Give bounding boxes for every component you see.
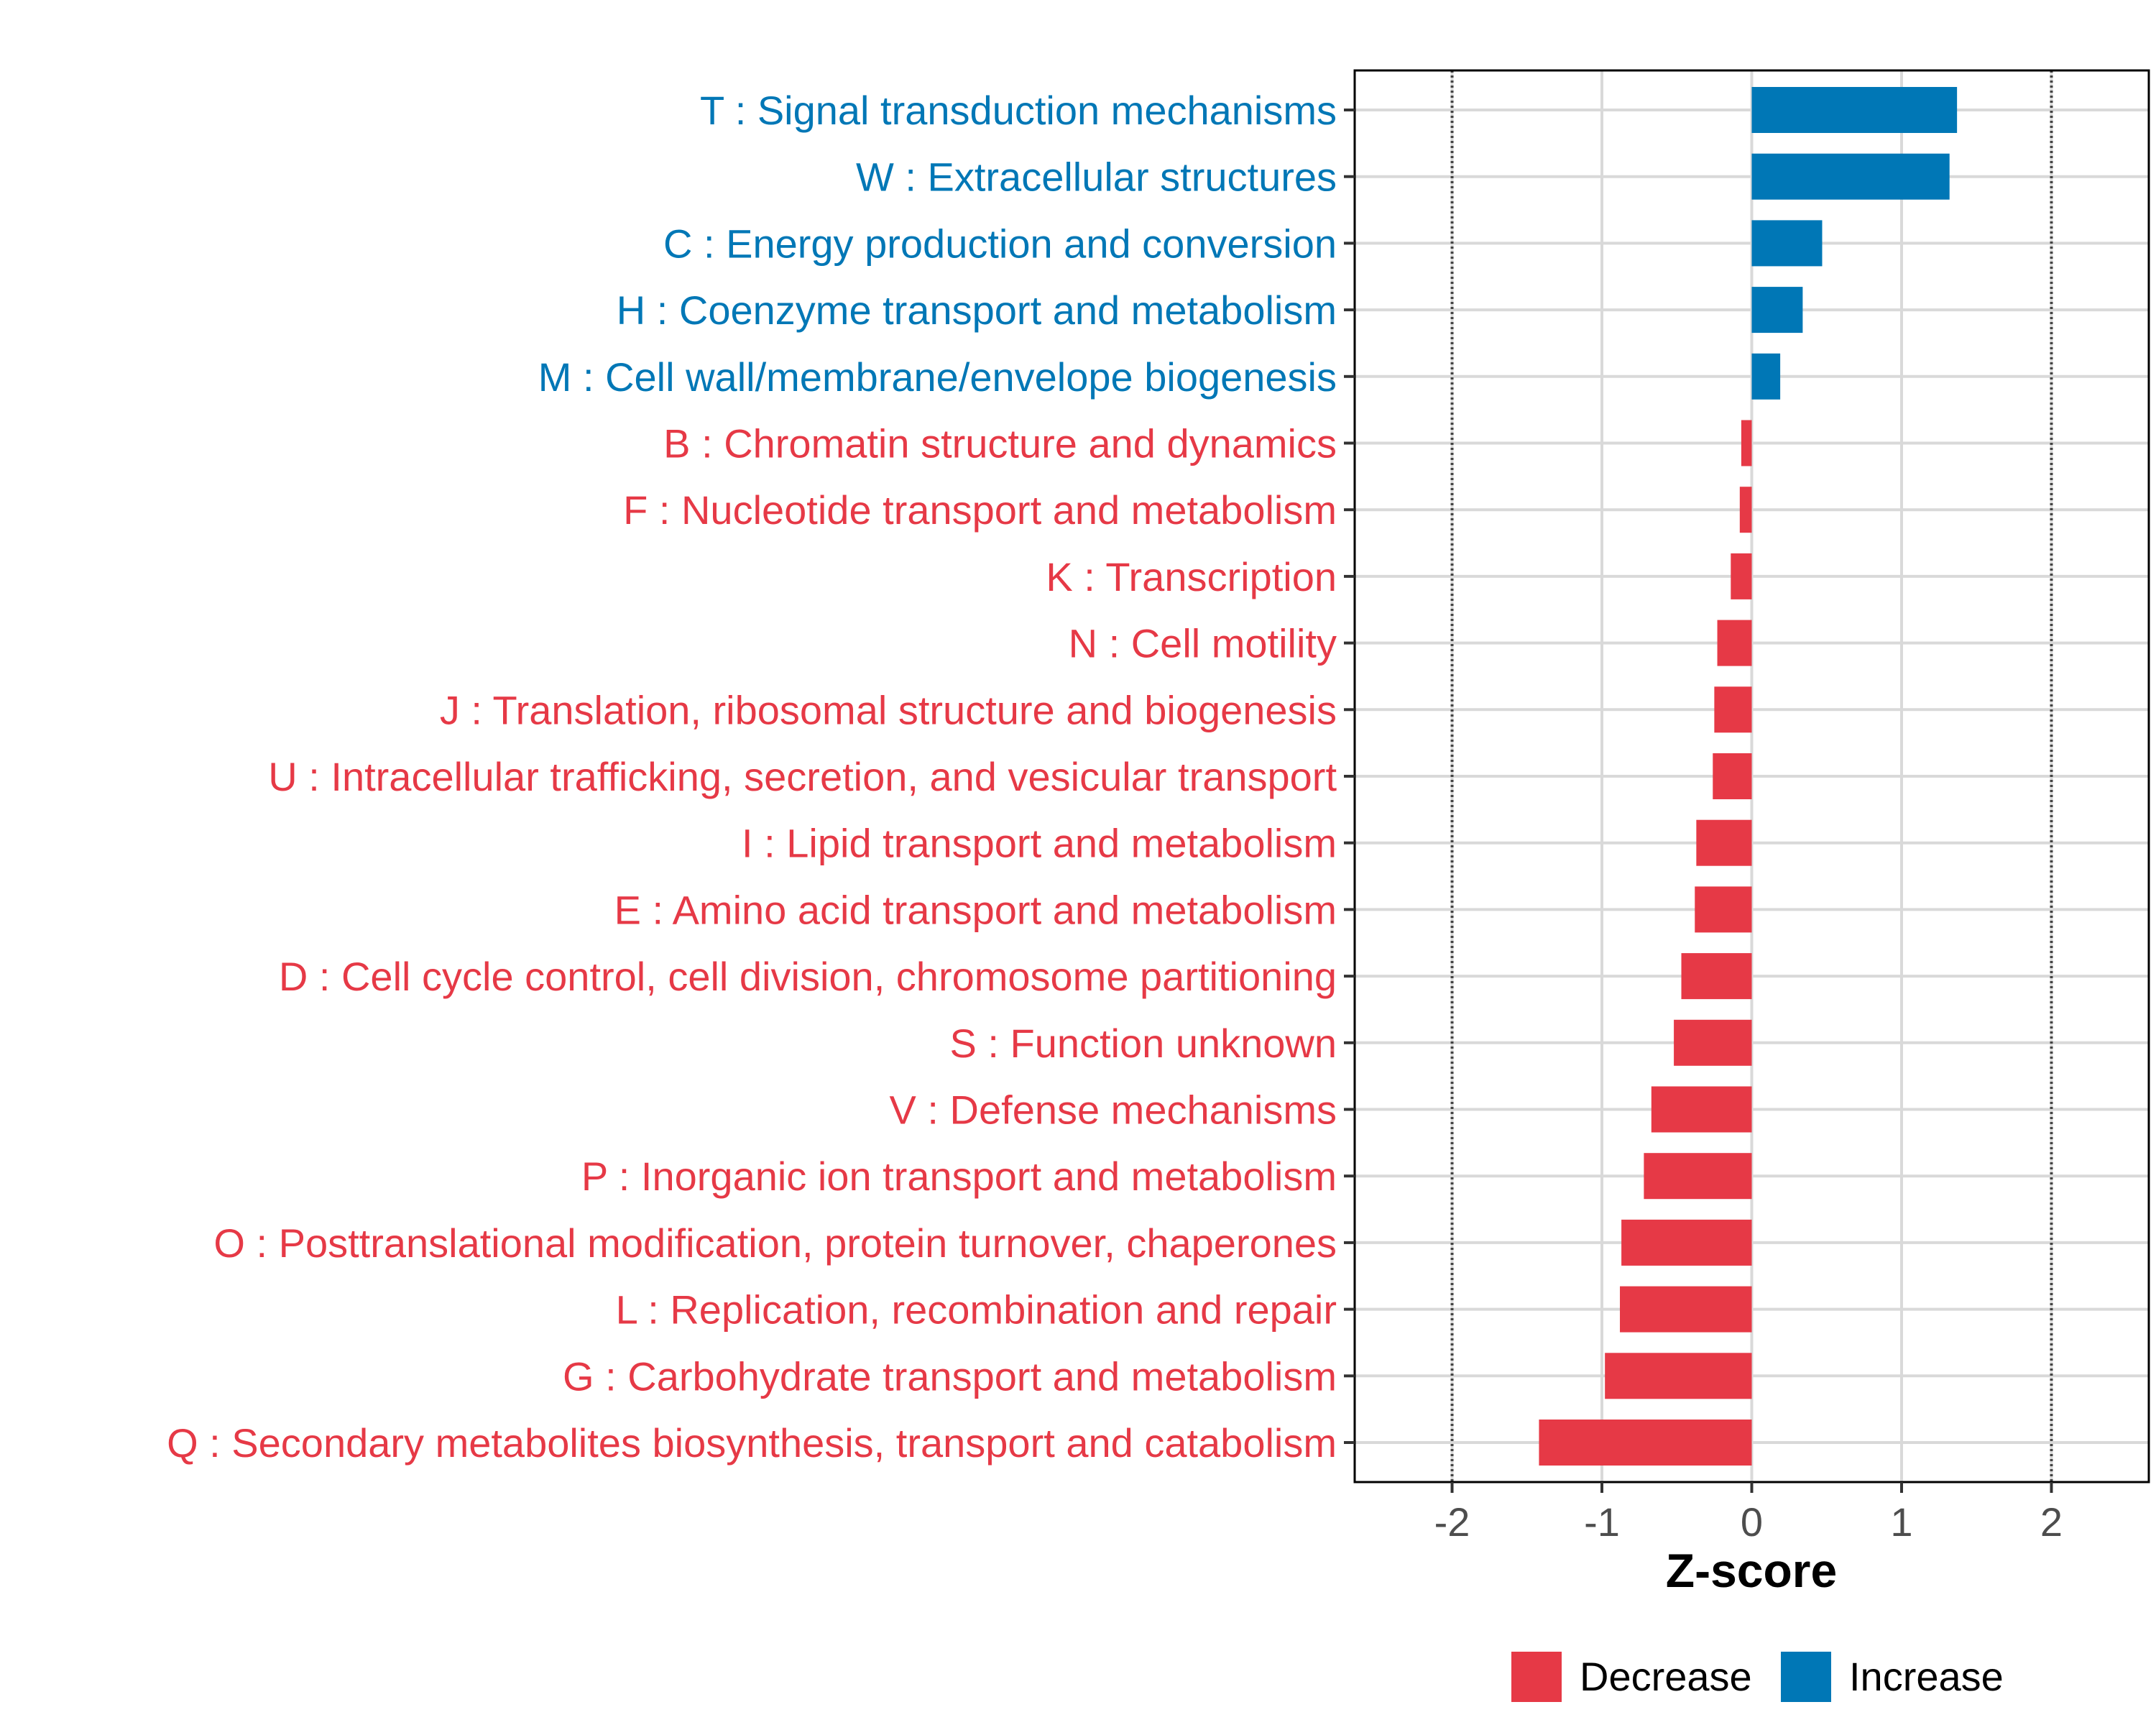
category-label: D : Cell cycle control, cell division, c… [279,954,1337,999]
bar-n [1717,620,1752,666]
bar-f [1739,487,1752,533]
legend: Decrease Increase [1511,1652,2004,1702]
category-label: Q : Secondary metabolites biosynthesis, … [167,1420,1337,1466]
category-label: E : Amino acid transport and metabolism [614,887,1337,932]
category-label: T : Signal transduction mechanisms [700,88,1337,133]
bar-s [1674,1019,1752,1066]
bar-o [1621,1219,1752,1266]
legend-key-decrease [1511,1652,1562,1702]
x-tick-label: -2 [1434,1499,1470,1545]
category-labels: T : Signal transduction mechanisms W : Ex… [167,88,1337,1466]
category-label: H : Coenzyme transport and metabolism [617,288,1337,333]
bar-b [1741,420,1752,466]
bar-w [1751,153,1950,200]
reference-lines [1450,70,2053,1482]
bar-p [1644,1153,1752,1200]
category-label: P : Inorganic ion transport and metaboli… [581,1154,1337,1199]
bar-q [1539,1420,1752,1466]
category-label: M : Cell wall/membrane/envelope biogenes… [538,354,1337,400]
x-tick-label: -1 [1584,1499,1620,1545]
category-label: O : Posttranslational modification, prot… [213,1220,1337,1266]
bar-m [1751,353,1781,400]
category-label: U : Intracellular trafficking, secretion… [268,754,1337,799]
category-label: G : Carbohydrate transport and metabolis… [563,1353,1337,1399]
category-label: I : Lipid transport and metabolism [742,821,1337,866]
x-tick-label: 1 [1890,1499,1912,1545]
category-label: V : Defense mechanisms [890,1087,1337,1133]
category-label: W : Extracellular structures [856,155,1337,200]
legend-label-increase: Increase [1849,1654,2004,1699]
legend-key-increase [1781,1652,1831,1702]
x-axis-title: Z-score [1666,1544,1837,1597]
category-label: N : Cell motility [1069,621,1337,666]
bar-v [1651,1086,1752,1133]
bar-h [1751,287,1803,334]
legend-label-decrease: Decrease [1580,1654,1752,1699]
category-label: B : Chromatin structure and dynamics [663,421,1337,466]
category-label: J : Translation, ribosomal structure and… [440,687,1337,732]
bar-l [1620,1286,1752,1333]
bar-e [1695,886,1752,933]
x-tick-label: 2 [2040,1499,2063,1545]
bar-d [1681,953,1752,1000]
bar-c [1751,220,1823,267]
category-label: L : Replication, recombination and repai… [616,1287,1337,1333]
bar-j [1714,686,1752,733]
x-axis-ticks: -2 -1 0 1 2 [1434,1482,2063,1545]
bar-g [1605,1353,1752,1399]
category-label: F : Nucleotide transport and metabolism [623,487,1337,533]
y-axis-ticks [1344,109,1355,1444]
x-tick-label: 0 [1741,1499,1763,1545]
category-label: K : Transcription [1046,554,1337,599]
bar-u [1713,753,1752,799]
bar-i [1696,819,1752,866]
bars [1539,87,1958,1466]
bar-t [1751,87,1958,133]
category-label: C : Energy production and conversion [663,221,1337,266]
bar-k [1731,553,1752,599]
category-label: S : Function unknown [949,1021,1337,1066]
